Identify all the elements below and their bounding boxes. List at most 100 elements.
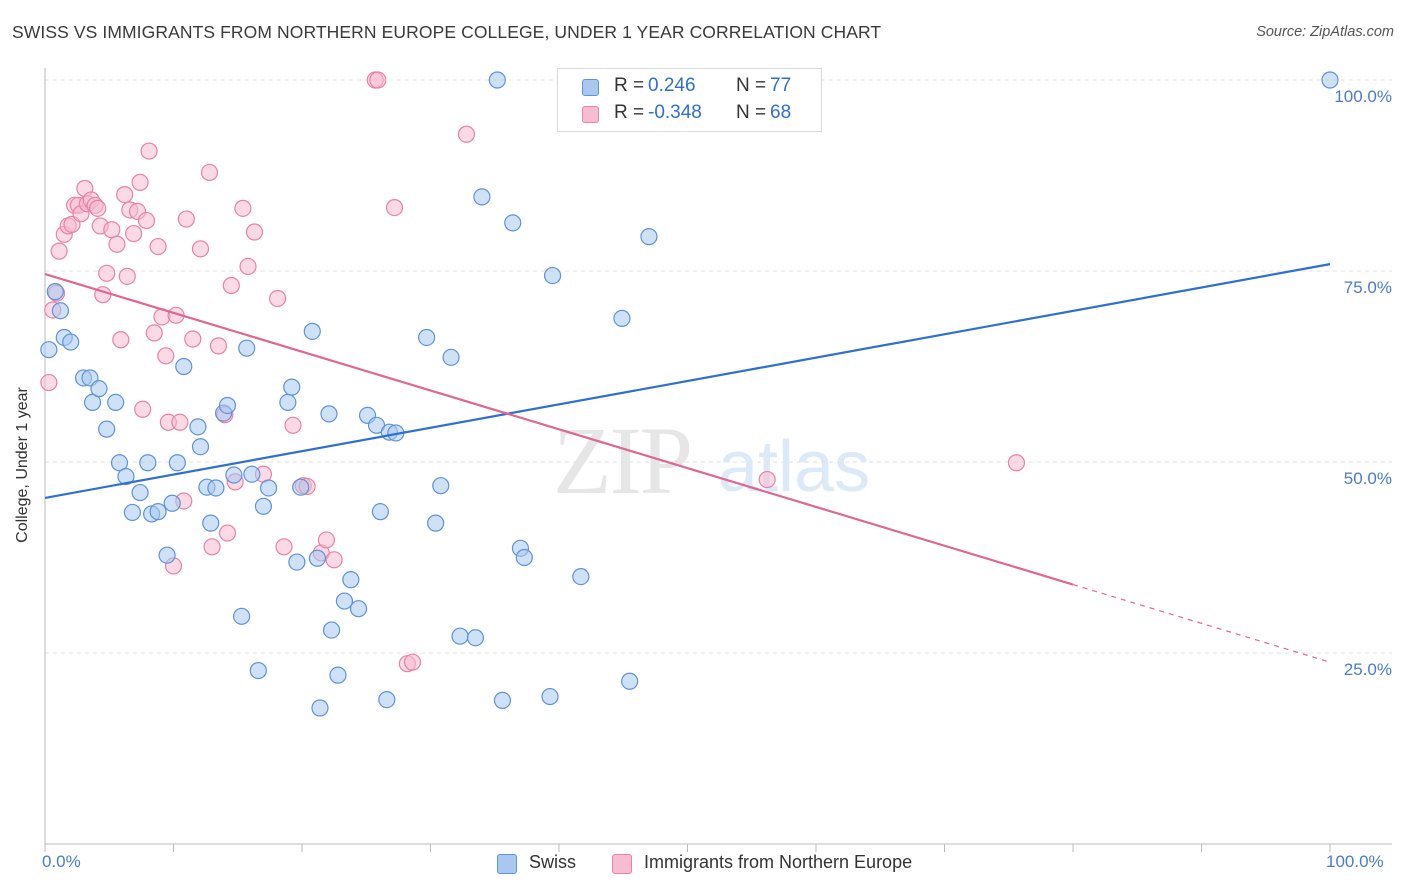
immigrants-point <box>209 337 228 355</box>
swiss-point <box>46 283 64 301</box>
swiss-point <box>442 348 460 366</box>
swiss-point <box>308 549 327 567</box>
swiss-point <box>541 687 559 706</box>
immigrants-trend-extrapolation <box>1072 583 1331 663</box>
swiss-point <box>621 672 639 690</box>
swiss-point <box>418 328 436 347</box>
swiss-point <box>349 600 368 618</box>
swiss-point <box>110 454 129 472</box>
swiss-point <box>311 699 329 717</box>
immigrants-point <box>89 199 107 217</box>
immigrants-swatch <box>582 106 599 123</box>
immigrants-point <box>157 347 175 365</box>
swiss-point <box>117 467 135 486</box>
swiss-point <box>572 567 590 586</box>
y-tick-100: 100.0% <box>1334 87 1392 106</box>
n-label: N = <box>736 75 767 96</box>
immigrants-point <box>112 331 130 349</box>
swiss-point <box>292 478 310 496</box>
swiss-point <box>202 514 220 532</box>
immigrants-point <box>98 264 116 282</box>
swiss-point <box>322 621 341 639</box>
swiss-point <box>107 393 125 412</box>
immigrants-point <box>137 211 156 230</box>
immigrants-point <box>50 242 68 260</box>
legend-label-swiss: Swiss <box>529 852 577 872</box>
immigrants-point <box>245 223 264 241</box>
swiss-point <box>288 553 306 571</box>
swiss-point <box>342 571 360 589</box>
swiss-point <box>427 514 445 532</box>
swiss-point <box>515 548 533 567</box>
immigrants-point <box>125 224 143 243</box>
swiss-point <box>158 546 176 564</box>
swiss-point <box>83 393 102 412</box>
swiss-point <box>473 188 491 206</box>
swiss-point <box>303 322 321 340</box>
immigrants-point <box>184 330 202 348</box>
immigrants-point <box>218 524 237 542</box>
immigrants-point <box>403 653 422 671</box>
watermark-zip: ZIP <box>553 407 693 514</box>
immigrants-point <box>325 551 343 569</box>
swiss-point <box>329 666 347 684</box>
swiss-point <box>163 494 181 512</box>
immigrants-point <box>275 538 293 556</box>
immigrants-point <box>40 373 58 392</box>
grid-lines <box>45 79 1392 654</box>
swiss-point <box>238 339 256 357</box>
immigrants-point <box>108 235 126 253</box>
swiss-point <box>131 483 149 502</box>
legend-label-immigrants: Immigrants from Northern Europe <box>644 852 913 872</box>
immigrants-point <box>149 237 167 256</box>
immigrants-point <box>239 257 257 276</box>
swiss-point <box>249 661 267 680</box>
swiss-point <box>488 71 506 89</box>
immigrants-point <box>134 400 152 418</box>
swiss-point <box>168 454 186 472</box>
swiss-point <box>1321 71 1339 89</box>
immigrants-point <box>758 470 776 489</box>
swiss-point <box>613 309 631 327</box>
axes <box>44 68 1392 852</box>
immigrants-point <box>234 199 252 217</box>
swiss-point <box>279 393 297 412</box>
immigrants-point <box>116 186 134 204</box>
swiss-point <box>225 466 243 484</box>
swiss-point <box>218 396 237 415</box>
immigrants-point <box>268 289 287 308</box>
r-value: 0.246 <box>648 75 696 96</box>
swiss-point <box>189 418 207 436</box>
swiss-point <box>90 380 108 398</box>
swiss-swatch <box>582 79 599 96</box>
immigrants-point <box>385 198 404 217</box>
n-value: 68 <box>770 102 792 123</box>
immigrants-trend-line <box>44 273 1074 586</box>
immigrants-point <box>145 324 163 342</box>
stats-legend: R = 0.246 N = 77 R = -0.348 N = 68 <box>557 68 822 132</box>
immigrants-point <box>131 173 149 191</box>
source-credit: Source: ZipAtlas.com <box>1256 24 1394 40</box>
swiss-point <box>466 629 485 647</box>
swiss-point <box>175 357 193 376</box>
immigrants-point <box>457 125 476 143</box>
immigrants-point <box>369 71 387 89</box>
immigrants-point <box>203 538 221 556</box>
x-tick-max: 100.0% <box>1326 852 1384 871</box>
swiss-point <box>451 627 469 645</box>
chart-title: SWISS VS IMMIGRANTS FROM NORTHERN EUROPE… <box>12 22 882 42</box>
immigrants-point <box>171 413 189 431</box>
immigrants-point <box>177 210 195 228</box>
immigrants-point <box>118 267 136 285</box>
swiss-point <box>371 503 389 521</box>
swiss-point <box>320 405 338 423</box>
swiss-point <box>283 378 301 396</box>
r-label: R = <box>614 102 645 123</box>
swiss-point <box>191 438 210 456</box>
swiss-point <box>504 214 522 232</box>
n-value: 77 <box>770 75 792 96</box>
swiss-point <box>139 454 157 472</box>
trend-lines <box>44 263 1331 663</box>
swiss-point <box>493 691 512 709</box>
r-value: -0.348 <box>648 102 702 123</box>
